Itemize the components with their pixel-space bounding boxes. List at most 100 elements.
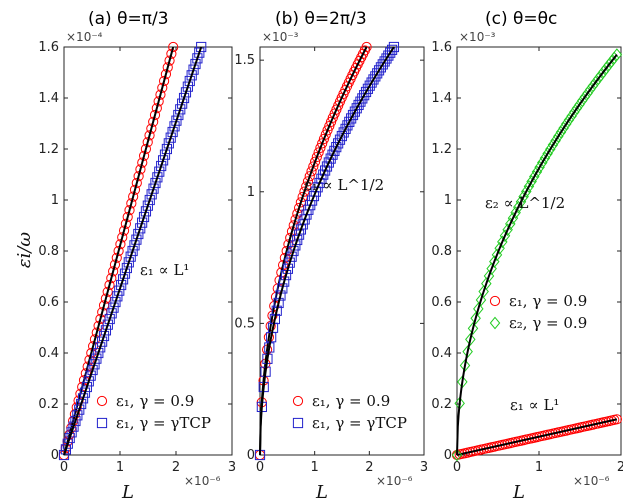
data-point (144, 130, 155, 141)
y-tick-label: 0 (444, 448, 452, 463)
data-point (342, 120, 353, 131)
x-axis-label: L (512, 482, 525, 503)
data-point (462, 345, 473, 359)
scaling-annotation-2: ε₁ ∝ L¹ (510, 396, 559, 414)
y-tick-label: 0.6 (38, 295, 59, 310)
y-tick-label: 1 (444, 193, 452, 208)
scaling-annotation: ε₁ ∝ L^1/2 (304, 176, 384, 194)
y-tick-label: 1.5 (234, 53, 255, 68)
data-point (547, 138, 559, 152)
data-point (159, 75, 170, 87)
fit-line (63, 46, 203, 456)
data-point (62, 438, 73, 449)
data-point (91, 353, 102, 364)
panel-b: 0 0.5 1 1.5 0 1 2 3 ×10⁻³ ×10⁻⁶ Lε₁ ∝ L^1/2 ε₁, γ =… (234, 30, 428, 503)
data-point (131, 234, 142, 245)
data-point (288, 245, 299, 257)
data-point (64, 432, 75, 444)
x-tick-label: 1 (116, 460, 124, 475)
legend-marker (292, 417, 304, 429)
data-point (523, 180, 535, 193)
data-point (277, 283, 288, 294)
data-point (553, 130, 564, 143)
data-point (284, 257, 295, 268)
data-point (521, 185, 532, 198)
data-point (603, 58, 615, 72)
data-point (93, 347, 104, 359)
data-point (340, 123, 351, 134)
data-point (156, 160, 167, 172)
x-tick-label: 3 (420, 460, 428, 475)
data-point (60, 444, 72, 455)
data-point (100, 325, 112, 336)
data-point (123, 257, 134, 268)
data-point (162, 62, 173, 73)
data-point (180, 87, 192, 98)
data-point (137, 217, 148, 228)
data-point (499, 229, 511, 243)
panel-c-title: (c) θ=θc (485, 9, 557, 29)
data-point (135, 164, 146, 175)
data-point (595, 68, 607, 82)
data-point (286, 251, 297, 262)
data-point (104, 279, 115, 291)
data-point (331, 142, 342, 153)
data-point (320, 129, 331, 140)
y-tick-label: 0.5 (234, 316, 255, 331)
data-point (146, 123, 157, 134)
data-point (112, 291, 123, 302)
data-point (167, 126, 178, 138)
data-point (106, 273, 117, 284)
data-point (160, 69, 172, 80)
data-point (577, 94, 588, 108)
data-point (89, 359, 100, 370)
y-tick-label: 1.6 (38, 40, 59, 55)
data-point (566, 109, 577, 123)
data-point (353, 99, 364, 111)
data-point (184, 75, 195, 87)
data-point (137, 157, 148, 168)
data-point (129, 240, 140, 251)
data-point (515, 195, 527, 209)
data-point (95, 342, 106, 353)
y-tick-label: 0.6 (431, 295, 452, 310)
data-point (327, 149, 338, 160)
data-point (186, 70, 197, 81)
data-point (470, 311, 481, 325)
data-point (336, 130, 347, 142)
data-point (561, 117, 572, 131)
y-tick-label: 1.4 (431, 91, 452, 106)
data-point (351, 103, 362, 114)
data-point (68, 421, 79, 432)
data-point (142, 137, 153, 148)
y-tick-label: 0 (247, 448, 255, 463)
y-multiplier: ×10⁻³ (262, 30, 299, 44)
data-point (131, 177, 142, 189)
y-tick-label: 0 (51, 448, 59, 463)
data-point (117, 274, 129, 285)
data-point (292, 234, 303, 246)
x-tick-label: 0 (60, 460, 68, 475)
y-multiplier: ×10⁻³ (459, 30, 496, 44)
x-axis-label: L (121, 482, 134, 503)
data-point (574, 98, 585, 111)
y-axis-label: εi/ω (14, 232, 35, 268)
y-tick-label: 1.6 (431, 40, 452, 55)
x-tick-label: 2 (172, 460, 180, 475)
data-point (157, 82, 168, 93)
data-point (534, 160, 545, 174)
data-point (563, 113, 575, 127)
y-tick-label: 0.8 (431, 244, 452, 259)
legend-marker (96, 417, 108, 429)
data-point (122, 211, 133, 223)
data-point (81, 381, 92, 393)
legend-entry: ε₁, γ = γTCP (312, 414, 407, 432)
data-point (271, 305, 282, 316)
data-point (346, 113, 357, 124)
data-point (478, 285, 489, 298)
data-point (121, 262, 132, 274)
x-tick-label: 1 (535, 460, 543, 475)
data-point (362, 83, 373, 94)
data-point (502, 223, 513, 237)
